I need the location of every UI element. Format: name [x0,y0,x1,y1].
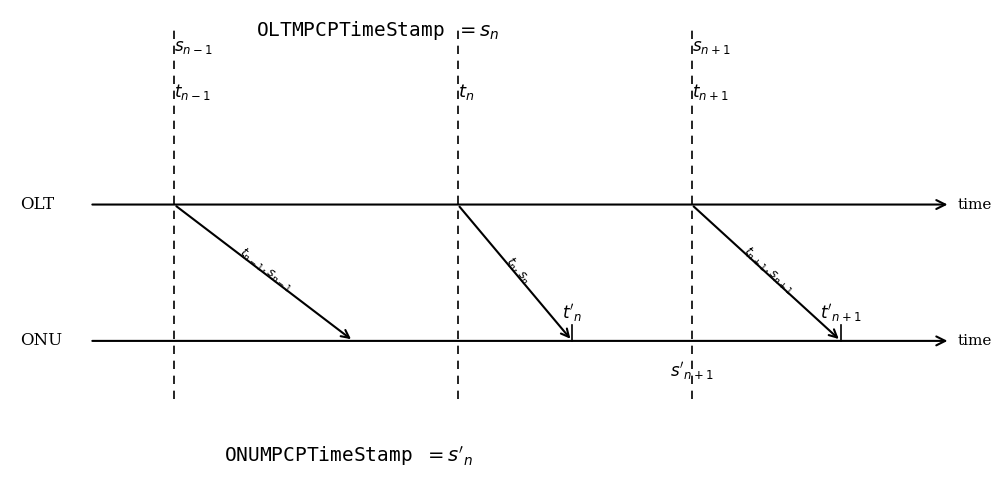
Text: time: time [957,334,992,348]
Text: $s_{n+1}$: $s_{n+1}$ [692,39,730,56]
Text: $s'_{n+1}$: $s'_{n+1}$ [670,360,713,382]
Text: OLT: OLT [20,196,54,213]
Text: time: time [957,198,992,211]
Text: $t'_{n+1}$: $t'_{n+1}$ [820,302,862,324]
Text: $t_{n-1}, s_{n-1}$: $t_{n-1}, s_{n-1}$ [236,245,295,296]
Text: ONUMPCPTimeStamp $= s'_n$: ONUMPCPTimeStamp $= s'_n$ [224,444,473,468]
Text: $t_{n+1}$: $t_{n+1}$ [692,82,728,102]
Text: $t_n, s_n$: $t_n, s_n$ [502,254,533,287]
Text: $t_{n+1}, s_{n+1}$: $t_{n+1}, s_{n+1}$ [740,244,797,297]
Text: ONU: ONU [20,333,62,349]
Text: $t_n$: $t_n$ [458,82,474,102]
Text: $s_{n-1}$: $s_{n-1}$ [174,39,213,56]
Text: OLTMPCPTimeStamp $= s_n$: OLTMPCPTimeStamp $= s_n$ [256,19,500,42]
Text: $t_{n-1}$: $t_{n-1}$ [174,82,211,102]
Text: $t'_n$: $t'_n$ [562,302,582,324]
